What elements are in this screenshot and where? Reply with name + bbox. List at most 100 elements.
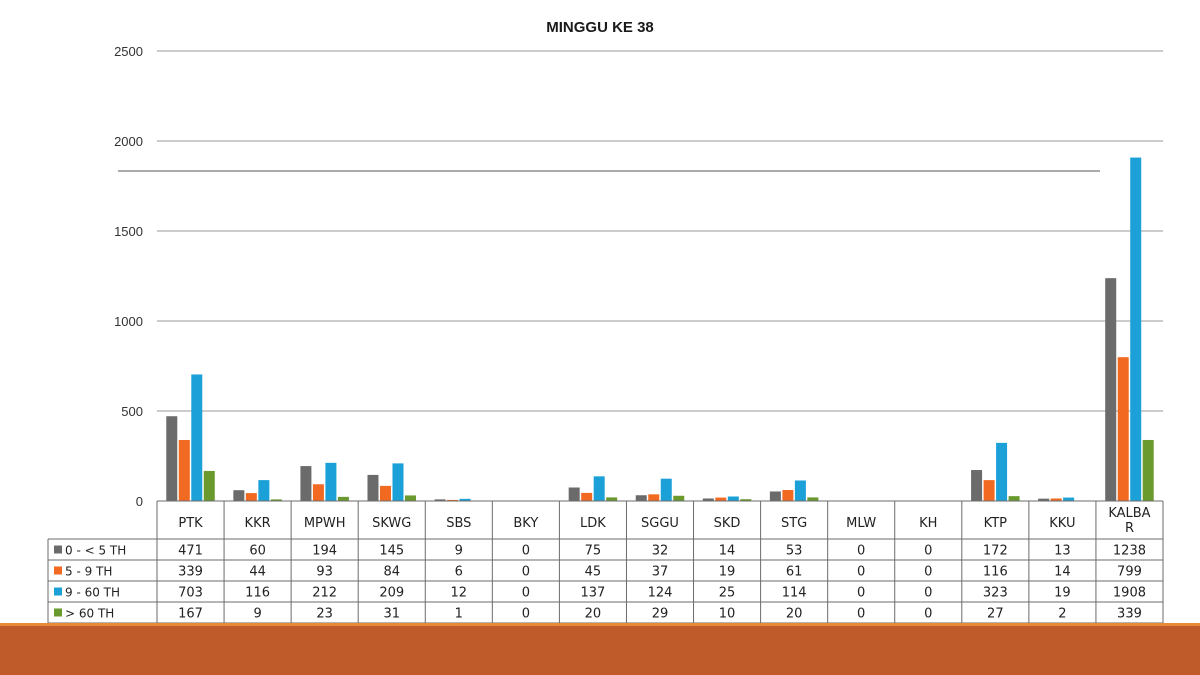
chart-title: MINGGU KE 38 bbox=[546, 19, 654, 36]
data-label: 0 bbox=[857, 544, 865, 559]
category-label: MLW bbox=[846, 516, 876, 531]
data-label: 114 bbox=[782, 586, 807, 601]
data-label: 471 bbox=[178, 544, 203, 559]
footer-band bbox=[0, 623, 1200, 675]
data-label: 2 bbox=[1058, 607, 1066, 622]
bar-kalbar-series-2 bbox=[1117, 357, 1129, 501]
bar-ktp-series-1 bbox=[971, 470, 983, 501]
data-label: 116 bbox=[983, 565, 1008, 580]
bar-ldk-series-3 bbox=[593, 476, 605, 501]
legend-label-series-1: 0 - < 5 TH bbox=[65, 544, 126, 558]
bar-sggu-series-4 bbox=[673, 495, 685, 501]
bar-sbs-series-3 bbox=[459, 498, 471, 501]
data-label: 31 bbox=[383, 607, 400, 622]
data-label: 1238 bbox=[1113, 544, 1146, 559]
bar-sggu-series-2 bbox=[648, 494, 660, 501]
category-label: BKY bbox=[513, 516, 538, 531]
data-label: 61 bbox=[786, 565, 803, 580]
data-label: 84 bbox=[383, 565, 400, 580]
bar-kalbar-series-3 bbox=[1130, 157, 1142, 501]
legend-label-series-3: 9 - 60 TH bbox=[65, 586, 120, 600]
data-label: 212 bbox=[312, 586, 337, 601]
data-label: 9 bbox=[455, 544, 463, 559]
bar-skd-series-2 bbox=[715, 497, 727, 501]
bar-sggu-series-3 bbox=[660, 478, 672, 501]
bar-stg-series-2 bbox=[782, 490, 794, 501]
y-tick-label: 0 bbox=[136, 494, 143, 509]
category-label: SGGU bbox=[641, 516, 679, 531]
y-tick-label: 2500 bbox=[114, 44, 143, 59]
data-label: 75 bbox=[585, 544, 602, 559]
category-label: KALBA bbox=[1108, 506, 1150, 521]
data-label: 0 bbox=[522, 586, 530, 601]
data-label: 137 bbox=[581, 586, 606, 601]
bar-sbs-series-1 bbox=[434, 499, 446, 501]
data-label: 27 bbox=[987, 607, 1004, 622]
bar-kkr-series-2 bbox=[245, 493, 257, 501]
bar-ptk-series-1 bbox=[166, 416, 178, 501]
bar-kkr-series-3 bbox=[258, 480, 270, 501]
data-label: 339 bbox=[178, 565, 203, 580]
data-label: 9 bbox=[253, 607, 261, 622]
bar-skwg-series-3 bbox=[392, 463, 404, 501]
data-label: 0 bbox=[522, 544, 530, 559]
bar-ptk-series-2 bbox=[178, 439, 190, 501]
legend-label-series-2: 5 - 9 TH bbox=[65, 565, 112, 579]
legend-swatch-series-3 bbox=[54, 587, 62, 596]
data-label: 20 bbox=[786, 607, 803, 622]
data-label: 44 bbox=[249, 565, 266, 580]
bar-ldk-series-2 bbox=[581, 492, 593, 501]
data-label: 0 bbox=[522, 565, 530, 580]
data-label: 799 bbox=[1117, 565, 1142, 580]
data-label: 167 bbox=[178, 607, 203, 622]
bar-skd-series-3 bbox=[727, 496, 739, 501]
bar-ldk-series-1 bbox=[568, 487, 580, 501]
data-label: 19 bbox=[719, 565, 736, 580]
y-axis: 0 500 1000 1500 2000 2500 bbox=[114, 44, 143, 509]
data-label: 1 bbox=[455, 607, 463, 622]
category-label: PTK bbox=[178, 516, 203, 531]
data-label: 145 bbox=[379, 544, 404, 559]
data-label: 23 bbox=[316, 607, 333, 622]
y-tick-label: 2000 bbox=[114, 134, 143, 149]
data-label: 60 bbox=[249, 544, 266, 559]
data-label: 45 bbox=[585, 565, 602, 580]
legend-label-series-4: > 60 TH bbox=[65, 607, 114, 621]
bar-stg-series-4 bbox=[807, 497, 819, 501]
data-label: 32 bbox=[652, 544, 669, 559]
data-label: 0 bbox=[857, 565, 865, 580]
data-label: 209 bbox=[379, 586, 404, 601]
data-label: 1908 bbox=[1113, 586, 1146, 601]
data-label: 0 bbox=[857, 607, 865, 622]
data-label: 13 bbox=[1054, 544, 1071, 559]
data-label: 37 bbox=[652, 565, 669, 580]
bar-skwg-series-1 bbox=[367, 474, 379, 501]
bar-kku-series-2 bbox=[1050, 498, 1062, 501]
category-label: KTP bbox=[984, 516, 1007, 531]
category-label: SBS bbox=[446, 516, 471, 531]
data-label: 0 bbox=[857, 586, 865, 601]
data-label: 53 bbox=[786, 544, 803, 559]
data-label: 0 bbox=[924, 544, 932, 559]
bar-stg-series-3 bbox=[794, 480, 806, 501]
category-label: MPWH bbox=[304, 516, 346, 531]
data-label: 703 bbox=[178, 586, 203, 601]
data-label: 29 bbox=[652, 607, 669, 622]
data-label: 339 bbox=[1117, 607, 1142, 622]
bar-kku-series-3 bbox=[1063, 497, 1075, 501]
data-label: 25 bbox=[719, 586, 736, 601]
bar-sbs-series-2 bbox=[447, 499, 459, 501]
bar-skwg-series-4 bbox=[404, 495, 416, 501]
data-label: 14 bbox=[719, 544, 736, 559]
category-label: LDK bbox=[580, 516, 606, 531]
data-label: 10 bbox=[719, 607, 736, 622]
data-label: 172 bbox=[983, 544, 1008, 559]
data-label: 0 bbox=[924, 607, 932, 622]
legend-swatch-series-1 bbox=[54, 545, 62, 554]
category-label: R bbox=[1125, 521, 1134, 536]
bar-mpwh-series-4 bbox=[337, 496, 349, 501]
bar-skwg-series-2 bbox=[379, 485, 391, 501]
category-label: KH bbox=[919, 516, 937, 531]
data-label: 194 bbox=[312, 544, 337, 559]
